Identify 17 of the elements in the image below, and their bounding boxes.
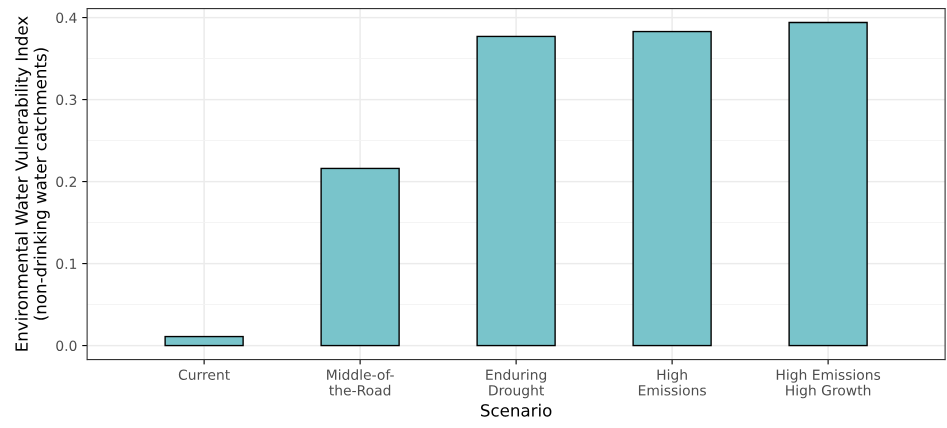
y-axis-title: Environmental Water Vulnerability Index (non-drinking water catchments) [14,16,50,351]
x-tick-label: Current [178,369,230,380]
bar [476,36,556,346]
x-axis-title: Scenario [480,404,552,417]
bar [164,336,244,346]
y-tick-label: 0.1 [56,258,76,270]
x-tick-label: High Emissions High Growth [776,369,880,398]
x-tick-label: High Emissions [638,369,706,396]
bar [320,168,400,346]
bar [788,22,868,346]
x-tick-label: Enduring Drought [486,369,546,398]
x-tick-label: Middle-of- the-Road [327,369,394,396]
y-tick-label: 0.2 [56,176,76,188]
y-tick-label: 0.3 [56,94,76,106]
y-tick-label: 0.4 [56,12,77,24]
y-tick-label: 0.0 [56,340,76,352]
bar [632,30,712,346]
